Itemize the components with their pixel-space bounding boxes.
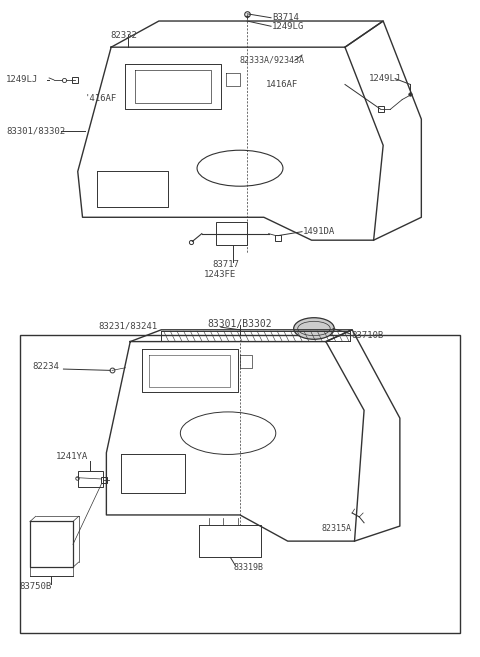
Text: 83710B: 83710B [351, 330, 384, 340]
Text: 83301/83302: 83301/83302 [6, 126, 65, 135]
Text: 1416AF: 1416AF [266, 80, 299, 89]
Text: 82333A/92343A: 82333A/92343A [240, 56, 305, 65]
Text: 82234: 82234 [33, 362, 60, 371]
Text: 1249LJ: 1249LJ [369, 74, 401, 83]
Text: 1241YA: 1241YA [56, 452, 88, 461]
Text: 83231/83241: 83231/83241 [98, 321, 157, 330]
Text: 82332: 82332 [110, 31, 137, 40]
Text: 1249LJ: 1249LJ [6, 76, 38, 84]
Text: 83750B: 83750B [20, 582, 52, 591]
Text: 1249LG: 1249LG [272, 22, 304, 31]
Ellipse shape [294, 318, 334, 339]
Text: 83319B: 83319B [234, 564, 264, 572]
Text: 83301/B3302: 83301/B3302 [208, 319, 272, 329]
Text: 1243FE: 1243FE [204, 270, 237, 279]
Text: 1491DA: 1491DA [303, 227, 335, 236]
Text: 83717: 83717 [212, 260, 239, 269]
Text: B3714: B3714 [272, 13, 299, 22]
Text: 82315A: 82315A [321, 524, 351, 533]
Text: '416AF: '416AF [85, 94, 117, 102]
